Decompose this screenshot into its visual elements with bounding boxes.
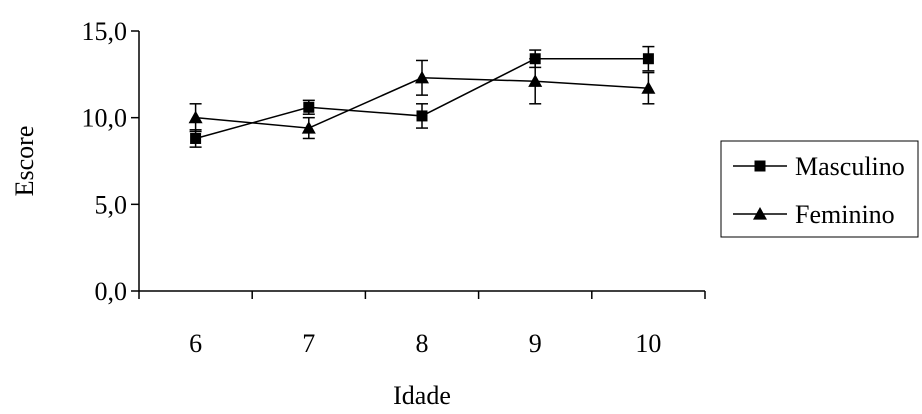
data-point-feminino <box>641 81 656 94</box>
data-point-feminino <box>301 121 316 134</box>
series-feminino <box>188 57 656 140</box>
data-point-feminino <box>528 74 543 87</box>
data-point-masculino <box>642 53 654 65</box>
legend-label-feminino: Feminino <box>795 200 895 229</box>
x-tick-label: 8 <box>416 329 429 358</box>
data-point-masculino <box>190 132 202 144</box>
series-layer <box>188 45 656 148</box>
axes <box>138 31 705 292</box>
x-tick-label: 7 <box>302 329 315 358</box>
y-tick-label: 10,0 <box>82 104 128 133</box>
data-point-feminino <box>188 110 203 124</box>
y-tick-label: 5,0 <box>95 190 128 219</box>
legend-marker-feminino <box>753 207 767 220</box>
legend-item-masculino: Masculino <box>733 152 905 181</box>
legend-label-masculino: Masculino <box>795 152 905 181</box>
y-axis-ticks: 0,0 5,0 10,0 15,0 <box>82 17 139 306</box>
data-point-feminino <box>415 70 429 84</box>
data-point-masculino <box>303 101 315 113</box>
legend-box <box>720 140 919 238</box>
x-tick-label: 9 <box>529 329 542 358</box>
data-point-masculino <box>416 110 428 122</box>
x-tick-label: 10 <box>635 329 661 358</box>
x-tick-label: 6 <box>189 329 202 358</box>
legend: Masculino Feminino <box>720 140 919 238</box>
legend-item-feminino: Feminino <box>733 200 895 229</box>
legend-marker-masculino <box>754 160 766 172</box>
y-tick-label: 15,0 <box>82 17 128 46</box>
x-axis-title: Idade <box>393 381 451 410</box>
y-axis-title: Escore <box>10 126 39 197</box>
y-tick-label: 0,0 <box>95 277 128 306</box>
x-axis-ticks: 6 7 8 9 10 <box>138 291 706 358</box>
